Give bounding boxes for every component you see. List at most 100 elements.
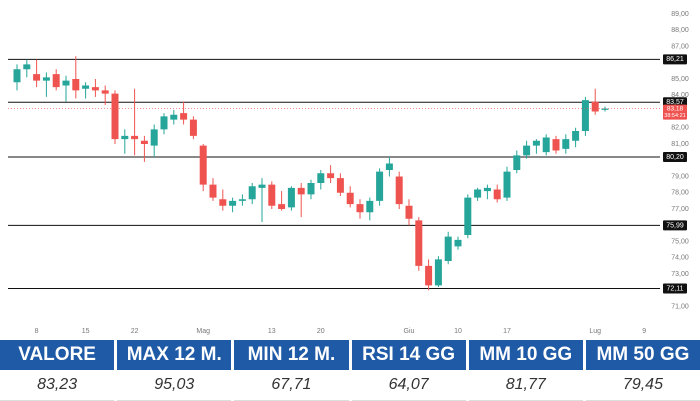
candle-body xyxy=(72,79,80,91)
candle-body xyxy=(170,114,178,120)
table-header: MM 10 GG xyxy=(468,340,583,370)
level-tag xyxy=(663,54,687,65)
table-column: VALORE 83,23 xyxy=(0,340,115,401)
candle-body xyxy=(483,187,491,192)
countdown: 38:54:21 xyxy=(664,113,685,119)
candle-body xyxy=(581,100,589,131)
candle-body xyxy=(62,80,70,86)
y-tick-label: 84,00 xyxy=(671,92,689,99)
candle-body xyxy=(503,171,511,198)
candle-body xyxy=(425,265,433,286)
candle-body xyxy=(287,187,295,208)
candle-body xyxy=(454,239,462,247)
candle-body xyxy=(346,192,354,205)
y-tick-label: 77,00 xyxy=(671,206,689,213)
candle-body xyxy=(356,204,364,213)
table-cell: 79,45 xyxy=(585,370,700,401)
candle-body xyxy=(327,173,335,179)
level-label: 86,21 xyxy=(666,56,684,63)
candle-body xyxy=(248,186,256,200)
candle-body xyxy=(395,176,403,205)
candle-body xyxy=(82,85,90,89)
table-header: MAX 12 M. xyxy=(117,340,232,370)
candle-body xyxy=(317,173,325,183)
table-cell: 95,03 xyxy=(117,370,232,401)
x-tick-label: 10 xyxy=(454,328,462,335)
table-header: VALORE xyxy=(0,340,115,370)
x-tick-label: 8 xyxy=(35,328,39,335)
y-tick-label: 89,00 xyxy=(671,11,689,18)
y-tick-label: 87,00 xyxy=(671,43,689,50)
table-header: MIN 12 M. xyxy=(234,340,349,370)
candle-body xyxy=(121,135,129,140)
y-tick-label: 74,00 xyxy=(671,255,689,262)
table-column: MAX 12 M. 95,03 xyxy=(117,340,232,401)
candle-body xyxy=(336,178,344,193)
table-cell: 81,77 xyxy=(468,370,583,401)
candle-body xyxy=(101,90,109,94)
candle-body xyxy=(268,184,276,206)
y-tick-label: 81,00 xyxy=(671,141,689,148)
y-tick-label: 73,00 xyxy=(671,271,689,278)
candle-body xyxy=(601,108,609,110)
candle-body xyxy=(131,135,139,140)
candle-body xyxy=(150,129,158,146)
candle-body xyxy=(278,204,286,209)
candle-body xyxy=(229,200,237,206)
candle-body xyxy=(405,205,413,219)
level-label: 83,57 xyxy=(666,99,684,106)
candle-body xyxy=(562,139,570,149)
y-tick-label: 75,00 xyxy=(671,238,689,245)
x-tick-label: 9 xyxy=(642,328,646,335)
candle-body xyxy=(464,197,472,235)
candle-body xyxy=(523,145,531,156)
table-cell: 83,23 xyxy=(0,370,115,401)
table-cell: 67,71 xyxy=(234,370,349,401)
candle-body xyxy=(307,183,315,195)
candle-body xyxy=(23,64,31,70)
candle-body xyxy=(42,77,50,81)
level-tag xyxy=(663,283,687,294)
table-header: MM 50 GG xyxy=(585,340,700,370)
stats-table: VALORE 83,23 MAX 12 M. 95,03 MIN 12 M. 67,71 R… xyxy=(0,340,700,401)
x-tick-label: Lug xyxy=(589,328,601,335)
candle-body xyxy=(219,199,227,206)
candle-body xyxy=(258,184,266,188)
candle-body xyxy=(160,116,168,130)
candle-body xyxy=(52,74,60,88)
candle-body xyxy=(444,236,452,261)
candle-body xyxy=(366,200,374,213)
candle-body xyxy=(542,137,550,153)
y-tick-label: 85,00 xyxy=(671,76,689,83)
table-header: RSI 14 GG xyxy=(351,340,466,370)
candle-body xyxy=(238,199,246,201)
candle-body xyxy=(140,140,148,144)
level-tag xyxy=(663,220,687,231)
candle-body xyxy=(532,140,540,146)
last-price-label: 83,18 xyxy=(667,105,684,112)
candle-body xyxy=(180,113,188,120)
level-tag xyxy=(663,152,687,162)
x-tick-label: Giu xyxy=(404,328,415,335)
candle-body xyxy=(189,119,197,136)
candle-body xyxy=(572,131,580,141)
table-column: MM 50 GG 79,45 xyxy=(585,340,700,401)
candle-body xyxy=(199,145,207,185)
candle-body xyxy=(474,189,482,198)
candle-body xyxy=(33,74,41,81)
level-label: 72,11 xyxy=(667,285,684,292)
table-column: RSI 14 GG 64,07 xyxy=(351,340,466,401)
x-tick-label: Mag xyxy=(196,328,210,335)
x-tick-label: 13 xyxy=(268,328,276,335)
y-tick-label: 88,00 xyxy=(671,27,689,34)
x-tick-label: 15 xyxy=(82,328,90,335)
y-tick-label: 71,00 xyxy=(671,303,689,310)
table-column: MM 10 GG 81,77 xyxy=(468,340,583,401)
x-tick-label: 17 xyxy=(503,328,511,335)
candle-body xyxy=(376,171,384,201)
candle-body xyxy=(209,184,217,198)
candle-body xyxy=(591,101,599,112)
candle-body xyxy=(552,139,560,151)
table-cell: 64,07 xyxy=(351,370,466,401)
